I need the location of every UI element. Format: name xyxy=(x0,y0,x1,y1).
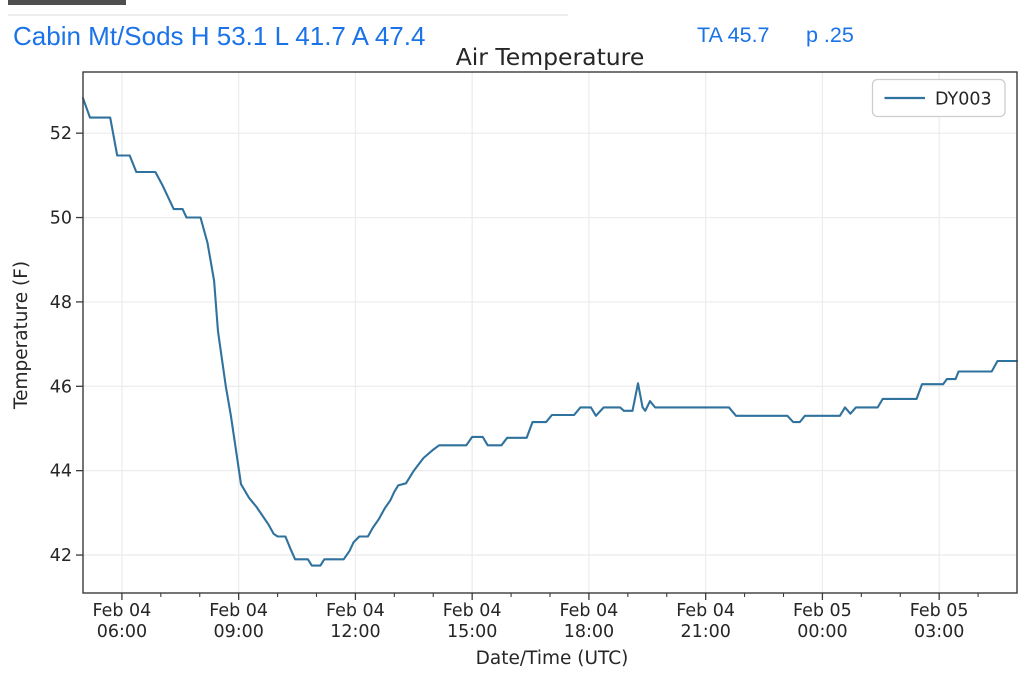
x-tick-label: Feb 04 15:00 xyxy=(443,601,502,642)
screenshot-crop-artifact-bar xyxy=(8,0,126,5)
x-axis-label: Date/Time (UTC) xyxy=(476,648,629,669)
station-summary-text: Cabin Mt/Sods H 53.1 L 41.7 A 47.4 xyxy=(13,21,426,51)
chart-title: Air Temperature xyxy=(456,43,645,71)
x-tick-label: Feb 04 21:00 xyxy=(676,601,735,642)
y-tick-label: 44 xyxy=(50,462,72,482)
legend-box xyxy=(871,78,1006,118)
current-temp-readout: TA 45.7 xyxy=(697,23,770,47)
temperature-line xyxy=(81,97,1019,567)
x-tick-label: Feb 04 18:00 xyxy=(560,601,619,642)
precip-readout: p .25 xyxy=(806,23,854,47)
y-tick-label: 50 xyxy=(50,209,72,229)
x-tick-label: Feb 05 03:00 xyxy=(910,601,969,642)
legend-entry-label: DY003 xyxy=(935,90,992,110)
x-tick-label: Feb 04 06:00 xyxy=(93,601,152,642)
x-tick-label: Feb 05 00:00 xyxy=(793,601,852,642)
y-tick-label: 46 xyxy=(50,377,72,397)
x-tick-label: Feb 04 12:00 xyxy=(326,601,385,642)
y-tick-label: 48 xyxy=(50,293,72,313)
screenshot-crop-artifact-rule xyxy=(8,14,568,16)
y-axis-label: Temperature (F) xyxy=(11,261,32,410)
x-tick-label: Feb 04 09:00 xyxy=(209,601,268,642)
y-tick-label: 42 xyxy=(50,546,72,566)
plot-border xyxy=(82,71,1018,594)
y-tick-label: 52 xyxy=(50,124,72,144)
